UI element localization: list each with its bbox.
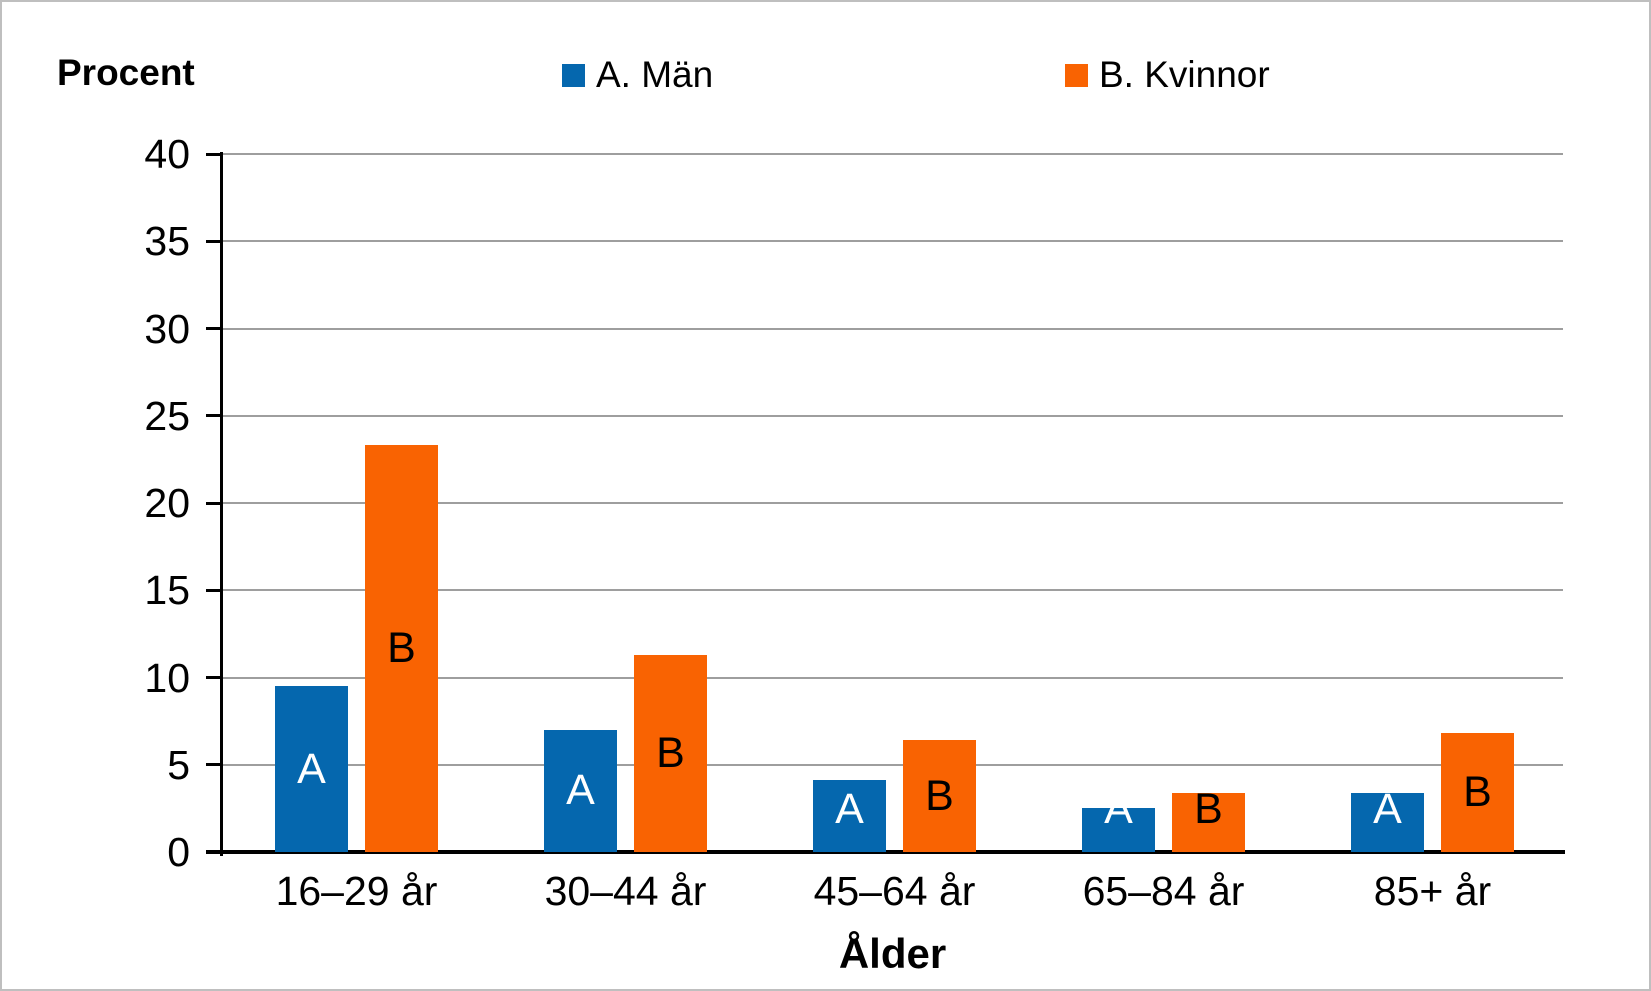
- bar-label-a-5: A: [1373, 784, 1402, 833]
- gridline: [222, 414, 1563, 417]
- bar-a-3: [813, 780, 886, 852]
- bar-b-4: [1172, 792, 1245, 852]
- bar-label-a-2: A: [566, 766, 595, 815]
- legend-item-man: A. Män: [562, 54, 713, 96]
- y-tick-label: 35: [144, 218, 190, 265]
- y-tick-label: 5: [167, 741, 190, 788]
- bar-a-2: [544, 729, 617, 852]
- y-tickmark: [206, 676, 222, 679]
- y-tick-label: 0: [167, 829, 190, 875]
- y-tick-label: 30: [144, 305, 190, 352]
- bar-b-2: [634, 654, 707, 852]
- x-tick-label: 85+ år: [1373, 868, 1492, 914]
- gridline: [222, 676, 1563, 679]
- bar-label-b-4: B: [1194, 784, 1223, 833]
- y-tickmark: [206, 414, 222, 418]
- bar-label-b-3: B: [925, 771, 954, 820]
- gridline: [222, 502, 1563, 504]
- gridline: [222, 589, 1563, 592]
- legend-label-kvinnor: B. Kvinnor: [1099, 54, 1270, 95]
- x-tick-label: 30–44 år: [544, 868, 707, 914]
- x-axis-line: [206, 850, 1565, 854]
- y-tick-label: 40: [144, 131, 190, 177]
- y-tickmark: [206, 588, 222, 592]
- y-tick-label: 20: [144, 480, 190, 526]
- y-tickmark: [206, 239, 222, 243]
- legend-item-kvinnor: B. Kvinnor: [1065, 54, 1270, 96]
- bar-label-a-1: A: [297, 744, 326, 793]
- bar-label-b-2: B: [656, 728, 685, 777]
- gridline: [222, 327, 1563, 330]
- bar-a-5: [1351, 792, 1424, 852]
- bar-b-5: [1441, 733, 1514, 852]
- y-tickmark: [206, 501, 222, 505]
- legend-label-man: A. Män: [596, 54, 714, 95]
- bar-label-b-5: B: [1463, 768, 1492, 817]
- y-tickmark: [206, 152, 222, 156]
- bar-b-3: [903, 740, 976, 852]
- y-axis-title: Procent: [57, 52, 195, 93]
- bar-a-4: [1082, 808, 1155, 852]
- bar-label-a-3: A: [835, 784, 864, 833]
- gridline: [222, 240, 1563, 243]
- bar-b-1: [365, 445, 438, 852]
- bar-a-1: [275, 686, 348, 852]
- x-tick-label: 45–64 år: [813, 868, 976, 914]
- x-tick-label: 16–29 år: [275, 868, 438, 914]
- y-tickmark: [206, 763, 222, 767]
- gridline: [222, 763, 1563, 766]
- x-axis-title: Ålder: [838, 930, 947, 977]
- y-tick-label: 10: [144, 654, 190, 701]
- bar-label-a-4: A: [1104, 784, 1133, 833]
- y-tick-label: 25: [144, 392, 190, 439]
- legend-swatch-kvinnor: [1065, 63, 1088, 87]
- gridline: [222, 153, 1563, 155]
- x-tick-label: 65–84 år: [1082, 868, 1245, 914]
- y-tick-label: 15: [144, 567, 190, 614]
- legend-swatch-man: [562, 63, 585, 87]
- bar-label-b-1: B: [387, 624, 416, 673]
- y-axis-line: [220, 152, 223, 856]
- y-tickmark: [206, 327, 222, 330]
